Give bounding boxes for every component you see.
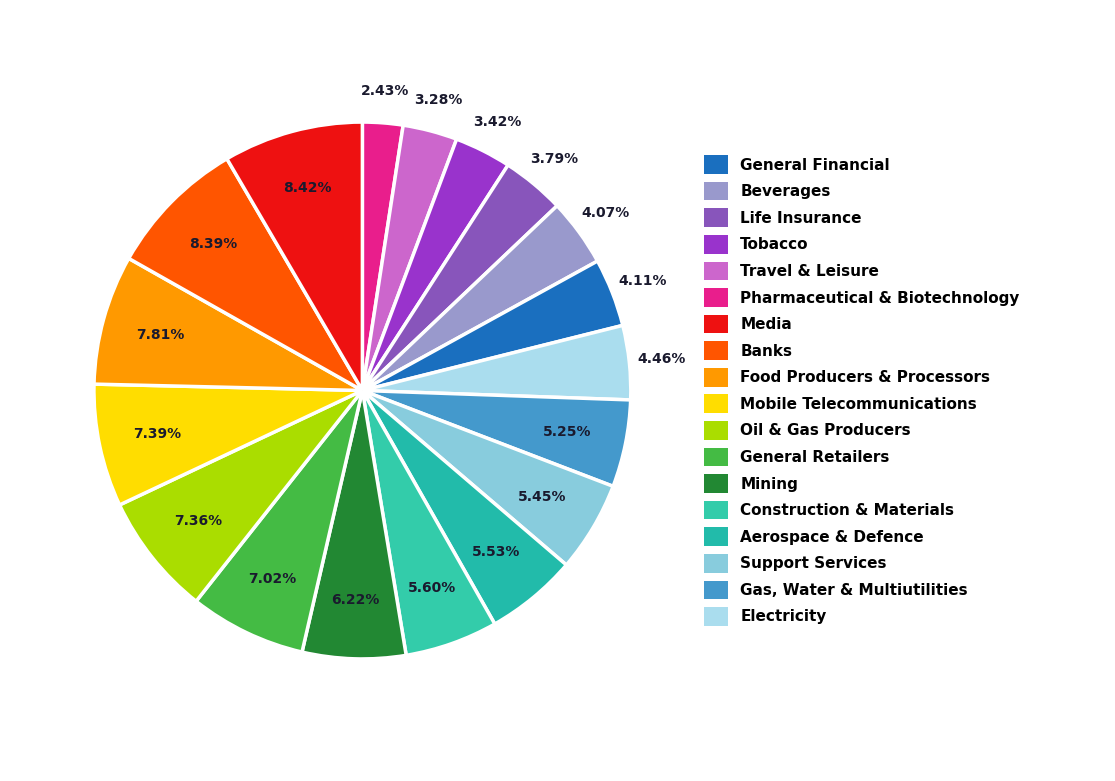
Text: 7.39%: 7.39% <box>134 426 182 440</box>
Text: 5.53%: 5.53% <box>472 545 520 559</box>
Wedge shape <box>302 390 406 659</box>
Text: 8.39%: 8.39% <box>190 237 237 251</box>
Text: 8.42%: 8.42% <box>283 181 332 195</box>
Text: 4.11%: 4.11% <box>618 273 667 287</box>
Wedge shape <box>362 390 566 624</box>
Text: 7.02%: 7.02% <box>248 572 295 587</box>
Wedge shape <box>226 122 362 390</box>
Text: 2.43%: 2.43% <box>361 84 409 98</box>
Wedge shape <box>362 205 598 390</box>
Wedge shape <box>362 125 457 390</box>
Text: 5.45%: 5.45% <box>518 490 566 505</box>
Text: 3.28%: 3.28% <box>415 93 463 107</box>
Wedge shape <box>196 390 362 652</box>
Wedge shape <box>94 259 362 390</box>
Text: 6.22%: 6.22% <box>331 593 380 607</box>
Text: 7.81%: 7.81% <box>136 328 185 342</box>
Wedge shape <box>362 390 495 655</box>
Wedge shape <box>362 165 558 390</box>
Wedge shape <box>362 390 613 565</box>
Wedge shape <box>362 139 508 390</box>
Wedge shape <box>362 390 631 487</box>
Text: 4.07%: 4.07% <box>581 206 629 220</box>
Text: 5.60%: 5.60% <box>408 581 456 595</box>
Legend: General Financial, Beverages, Life Insurance, Tobacco, Travel & Leisure, Pharmac: General Financial, Beverages, Life Insur… <box>699 151 1025 630</box>
Text: 3.42%: 3.42% <box>474 115 522 129</box>
Wedge shape <box>362 122 404 390</box>
Text: 7.36%: 7.36% <box>174 514 223 528</box>
Wedge shape <box>362 261 623 390</box>
Wedge shape <box>94 384 362 505</box>
Text: 5.25%: 5.25% <box>543 425 592 439</box>
Wedge shape <box>362 326 631 400</box>
Text: 3.79%: 3.79% <box>531 152 579 166</box>
Wedge shape <box>128 159 362 390</box>
Text: 4.46%: 4.46% <box>637 352 686 366</box>
Wedge shape <box>119 390 362 601</box>
